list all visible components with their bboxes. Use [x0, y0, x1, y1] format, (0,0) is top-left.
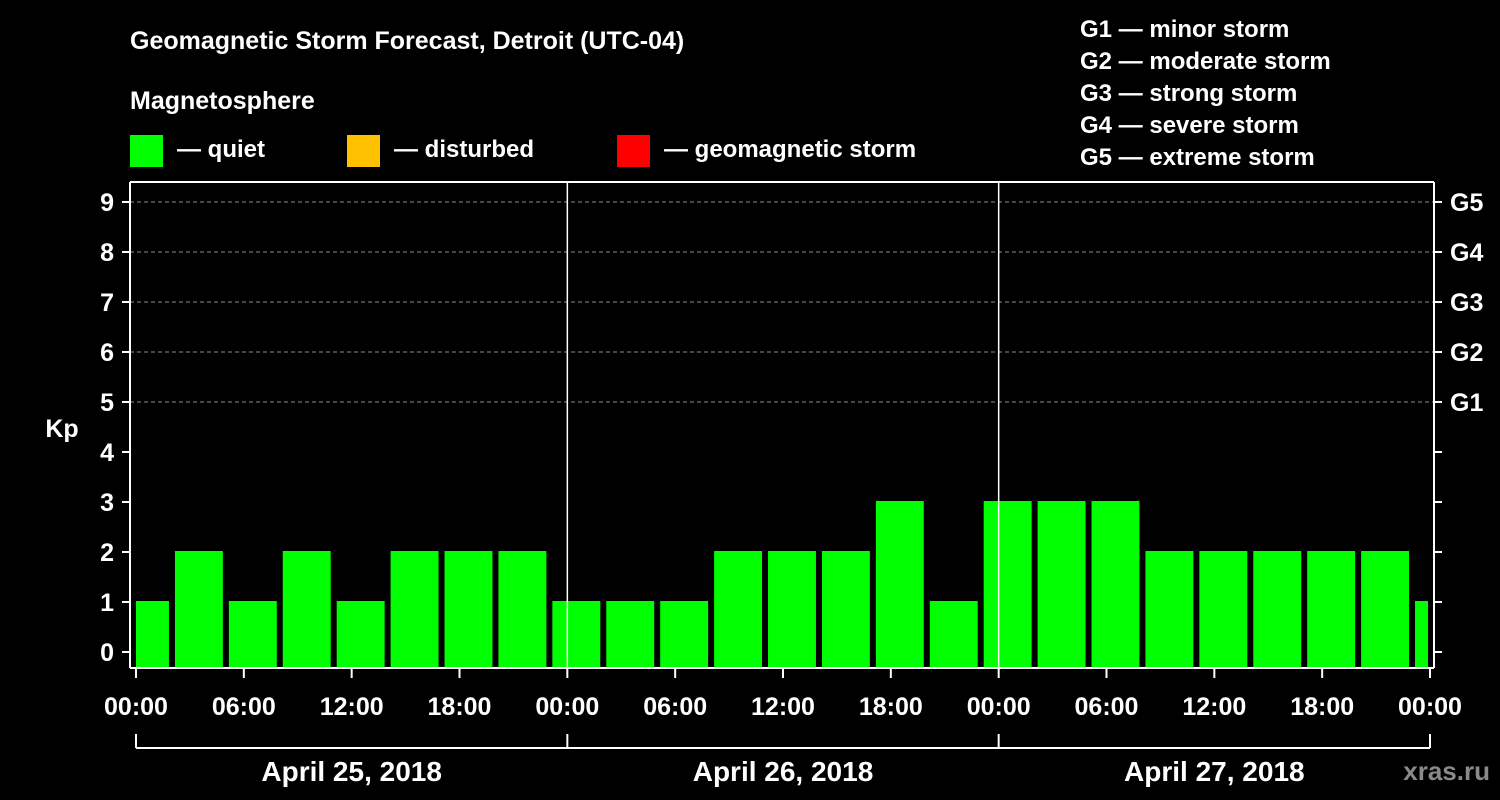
x-tick-label-11: 18:00	[1290, 693, 1354, 721]
right-label-G5: G5	[1450, 189, 1483, 217]
bar-1	[174, 551, 223, 668]
bar-13	[821, 551, 870, 668]
watermark: xras.ru	[1403, 756, 1490, 786]
right-label-G4: G4	[1450, 239, 1483, 267]
y-tick-label-3: 3	[100, 489, 114, 517]
y-tick-label-5: 5	[100, 389, 114, 417]
bar-12	[768, 551, 816, 668]
x-tick-label-7: 18:00	[859, 693, 923, 721]
bar-6	[444, 551, 493, 668]
date-label-0: April 25, 2018	[261, 756, 442, 787]
bar-15	[929, 601, 978, 668]
bar-0	[136, 601, 169, 668]
y-axis-label: Kp	[45, 415, 78, 443]
x-tick-label-1: 06:00	[212, 693, 276, 721]
y-tick-label-1: 1	[100, 589, 114, 617]
bar-21	[1253, 551, 1302, 668]
bar-22	[1307, 551, 1356, 668]
bar-14	[875, 501, 924, 668]
storm-scale-g3: G3 — strong storm	[1080, 80, 1297, 107]
y-tick-label-2: 2	[100, 539, 114, 567]
bar-24	[1415, 601, 1428, 668]
storm-scale-legend: G1 — minor storm G2 — moderate storm G3 …	[1080, 16, 1331, 171]
y-tick-label-9: 9	[100, 189, 114, 217]
bar-2	[228, 601, 277, 668]
axes	[122, 181, 1442, 749]
x-tick-label-8: 00:00	[967, 693, 1031, 721]
bars	[136, 501, 1428, 668]
date-label-1: April 26, 2018	[693, 756, 874, 787]
bar-18	[1091, 501, 1140, 668]
x-tick-label-9: 06:00	[1075, 693, 1139, 721]
storm-scale-g2: G2 — moderate storm	[1080, 48, 1331, 75]
bar-3	[282, 551, 331, 668]
x-tick-label-5: 06:00	[643, 693, 707, 721]
bar-4	[336, 601, 385, 668]
bar-16	[983, 501, 1032, 668]
tick-labels: 0 1 2 3 4 5 6 7 8 9 G1 G2 G3 G4 G5 00:00 06:00 12:00 18:00…	[100, 189, 1483, 787]
x-tick-label-6: 12:00	[751, 693, 815, 721]
chart-title: Geomagnetic Storm Forecast, Detroit (UTC…	[130, 27, 684, 55]
bar-11	[714, 551, 763, 668]
bar-17	[1037, 501, 1086, 668]
legend-swatch-quiet	[130, 135, 163, 167]
storm-scale-g1: G1 — minor storm	[1080, 16, 1289, 43]
y-tick-label-6: 6	[100, 339, 114, 367]
x-tick-label-0: 00:00	[104, 693, 168, 721]
bar-9	[606, 601, 655, 668]
legend-swatch-storm	[617, 135, 650, 167]
x-tick-label-12: 00:00	[1398, 693, 1462, 721]
legend-swatch-disturbed	[347, 135, 380, 167]
bar-19	[1145, 551, 1194, 668]
bar-23	[1361, 551, 1410, 668]
x-tick-label-10: 12:00	[1182, 693, 1246, 721]
storm-scale-g4: G4 — severe storm	[1080, 112, 1299, 139]
y-tick-label-4: 4	[100, 439, 114, 467]
legend-label-quiet: — quiet	[177, 136, 265, 163]
y-tick-label-8: 8	[100, 239, 114, 267]
storm-scale-g5: G5 — extreme storm	[1080, 144, 1315, 171]
legend-label-storm: — geomagnetic storm	[664, 136, 916, 163]
grid-lines	[130, 201, 1434, 403]
right-label-G2: G2	[1450, 339, 1483, 367]
right-label-G1: G1	[1450, 389, 1483, 417]
x-tick-label-2: 12:00	[320, 693, 384, 721]
bar-5	[390, 551, 439, 668]
bar-10	[660, 601, 709, 668]
right-label-G3: G3	[1450, 289, 1483, 317]
bar-7	[498, 551, 547, 668]
bar-8	[552, 601, 601, 668]
x-tick-label-4: 00:00	[535, 693, 599, 721]
legend: — quiet — disturbed — geomagnetic storm	[130, 135, 916, 167]
chart-subtitle: Magnetosphere	[130, 87, 315, 115]
bar-20	[1199, 551, 1248, 668]
y-tick-label-0: 0	[100, 639, 114, 667]
y-tick-label-7: 7	[100, 289, 114, 317]
date-label-2: April 27, 2018	[1124, 756, 1305, 787]
x-tick-label-3: 18:00	[428, 693, 492, 721]
legend-label-disturbed: — disturbed	[394, 136, 534, 163]
